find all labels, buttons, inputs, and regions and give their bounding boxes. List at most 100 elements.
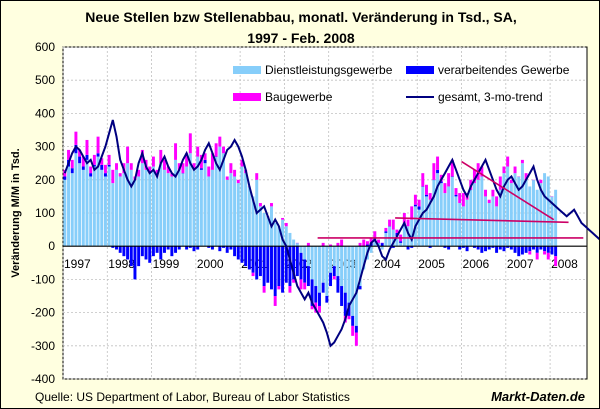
bar	[310, 246, 314, 280]
bar	[148, 246, 152, 263]
y-tick-label: 0	[48, 239, 55, 253]
bar	[362, 246, 366, 270]
bar	[78, 149, 82, 157]
bar	[532, 246, 535, 250]
x-tick-label: 1999	[153, 257, 180, 271]
bar	[513, 173, 517, 247]
bar	[96, 136, 100, 154]
bar	[144, 246, 148, 260]
bar	[288, 246, 292, 287]
bar	[443, 246, 447, 248]
bar	[384, 231, 388, 233]
bar	[543, 251, 547, 255]
bar	[174, 246, 178, 253]
bar	[159, 246, 163, 260]
bar	[281, 219, 285, 247]
bar	[306, 246, 310, 267]
legend-label: Baugewerbe	[265, 90, 333, 104]
bar	[388, 226, 392, 247]
bar	[317, 305, 321, 313]
bar	[524, 246, 528, 253]
bar	[281, 217, 285, 220]
bar	[509, 179, 513, 184]
bar	[373, 239, 377, 247]
bar	[148, 173, 152, 247]
bar	[258, 203, 262, 207]
bar	[517, 176, 521, 247]
bar	[329, 246, 333, 273]
legend-label: verarbeitendes Gewerbe	[438, 63, 570, 77]
bar	[524, 173, 528, 180]
bar	[480, 166, 484, 177]
bar	[115, 169, 118, 247]
bar	[133, 179, 137, 247]
bar	[406, 219, 410, 227]
bar	[89, 173, 93, 177]
bar	[520, 246, 524, 255]
bar	[129, 169, 133, 247]
bar	[506, 156, 510, 167]
bar	[218, 246, 222, 252]
bar	[148, 166, 152, 174]
y-tick-label: 500	[35, 73, 55, 87]
bar	[255, 173, 259, 180]
bar	[413, 204, 417, 207]
bar	[262, 286, 266, 293]
bar	[140, 246, 144, 257]
bar	[170, 173, 174, 177]
bar	[203, 153, 207, 160]
bar	[528, 251, 532, 255]
bar	[329, 272, 333, 287]
bar	[476, 246, 480, 250]
bar	[181, 173, 185, 247]
legend-label: gesamt, 3-mo-trend	[438, 90, 543, 104]
bar	[103, 176, 107, 247]
bar	[251, 246, 255, 273]
bar	[74, 153, 78, 247]
analyst-trend-line	[395, 217, 569, 224]
bar	[380, 242, 384, 247]
bar	[67, 149, 71, 160]
y-tick-label: -200	[31, 306, 55, 320]
y-tick-label: 600	[35, 40, 55, 54]
bar	[115, 163, 118, 170]
bar	[506, 246, 510, 248]
bar	[107, 164, 111, 167]
bar	[461, 246, 465, 248]
bar	[395, 236, 399, 247]
bar	[288, 286, 292, 293]
bar	[358, 286, 362, 290]
bar	[428, 193, 432, 200]
bar	[229, 246, 233, 250]
bar	[436, 169, 440, 174]
bar	[163, 246, 166, 253]
y-tick-label: -400	[31, 372, 55, 386]
bar	[118, 176, 122, 247]
bar	[454, 196, 458, 247]
x-tick-label: 2007	[507, 257, 534, 271]
bar	[270, 203, 273, 207]
bar	[421, 173, 425, 187]
y-tick-label: -100	[31, 272, 55, 286]
bar	[188, 246, 192, 248]
bar	[329, 244, 333, 247]
bar	[85, 139, 89, 155]
bar	[432, 179, 436, 247]
bar	[406, 226, 410, 247]
bar	[517, 246, 521, 257]
bar	[454, 188, 458, 195]
bar	[192, 163, 196, 170]
y-tick-label: -300	[31, 339, 55, 353]
bar	[266, 216, 270, 247]
bar	[362, 239, 366, 247]
bar	[159, 149, 163, 164]
bar	[177, 163, 181, 170]
bar	[428, 246, 432, 248]
bar	[185, 166, 189, 247]
source-note: Quelle: US Department of Labor, Bureau o…	[35, 390, 350, 404]
bar	[465, 199, 469, 247]
bar	[498, 246, 502, 250]
bar	[450, 176, 454, 247]
bar	[236, 179, 240, 184]
bar	[303, 259, 307, 283]
